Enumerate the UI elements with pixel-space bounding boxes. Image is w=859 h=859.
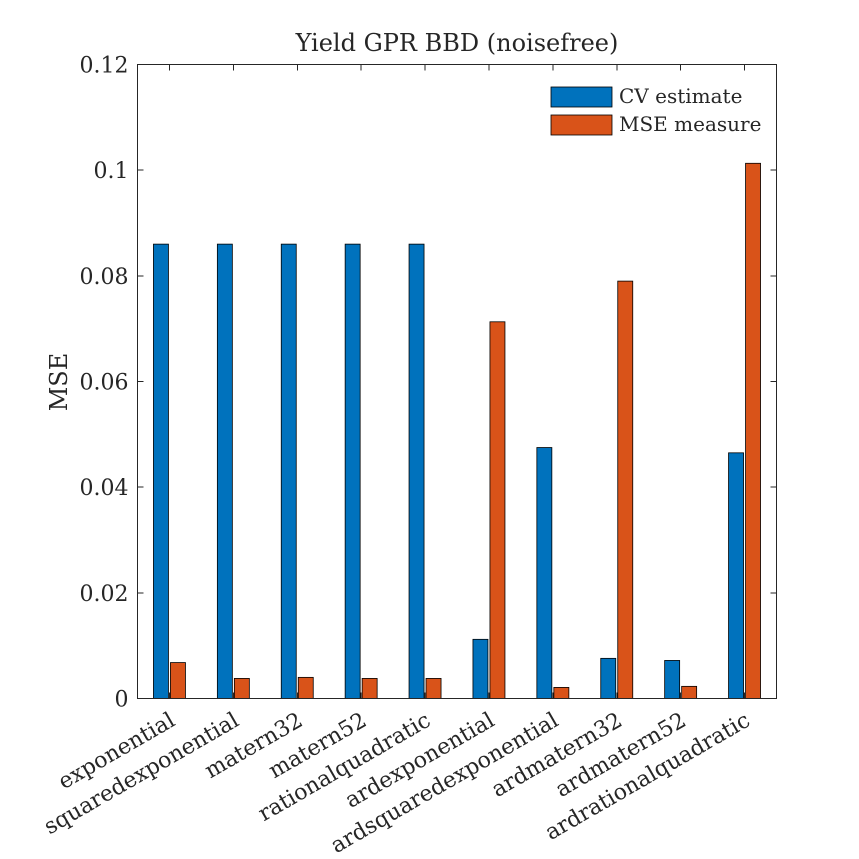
- y-tick-label: 0.04: [80, 476, 129, 501]
- y-tick-label: 0.06: [80, 371, 129, 396]
- bar-cv-estimate-rationalquadratic: [408, 243, 425, 699]
- legend-swatch-cv-estimate: [550, 86, 613, 108]
- bar-cv-estimate-ardsquaredexponential: [536, 447, 553, 699]
- plot-frame: [137, 64, 777, 699]
- legend: CV estimate MSE measure: [550, 84, 761, 136]
- bar-cv-estimate-matern32: [280, 243, 297, 699]
- bar-mse-measure-squaredexponential: [233, 678, 250, 699]
- bar-cv-estimate-ardmatern32: [600, 657, 617, 699]
- bar-mse-measure-ardmatern32: [617, 280, 634, 699]
- bar-cv-estimate-ardrationalquadratic: [728, 452, 744, 699]
- bar-cv-estimate-squaredexponential: [216, 243, 233, 699]
- legend-label-cv-estimate: CV estimate: [619, 84, 742, 108]
- bar-mse-measure-ardrationalquadratic: [745, 162, 761, 699]
- ticks-layer: exponentialsquaredexponentialmatern32mat…: [40, 54, 777, 859]
- bar-mse-measure-ardsquaredexponential: [553, 687, 570, 699]
- bar-cv-estimate-matern52: [344, 243, 361, 699]
- y-tick-label: 0.02: [80, 582, 129, 607]
- bar-mse-measure-ardmatern52: [681, 685, 698, 699]
- bar-cv-estimate-exponential: [153, 243, 169, 699]
- bar-cv-estimate-ardmatern52: [664, 660, 681, 699]
- y-tick-label: 0.12: [80, 54, 129, 79]
- legend-label-mse-measure: MSE measure: [619, 112, 761, 136]
- bar-mse-measure-rationalquadratic: [425, 678, 442, 699]
- y-tick-label: 0.08: [80, 265, 129, 290]
- legend-swatch-mse-measure: [550, 114, 613, 136]
- bar-mse-measure-exponential: [170, 662, 186, 699]
- y-tick-label: 0: [115, 688, 129, 713]
- y-axis-label: MSE: [45, 353, 73, 412]
- bar-mse-measure-ardexponential: [489, 321, 506, 699]
- y-tick-label: 0.1: [94, 159, 129, 184]
- bar-mse-measure-matern52: [361, 678, 378, 699]
- bars-layer: [153, 162, 761, 699]
- chart-title: Yield GPR BBD (noisefree): [295, 29, 619, 57]
- bar-mse-measure-matern32: [297, 676, 314, 699]
- bar-cv-estimate-ardexponential: [472, 638, 489, 699]
